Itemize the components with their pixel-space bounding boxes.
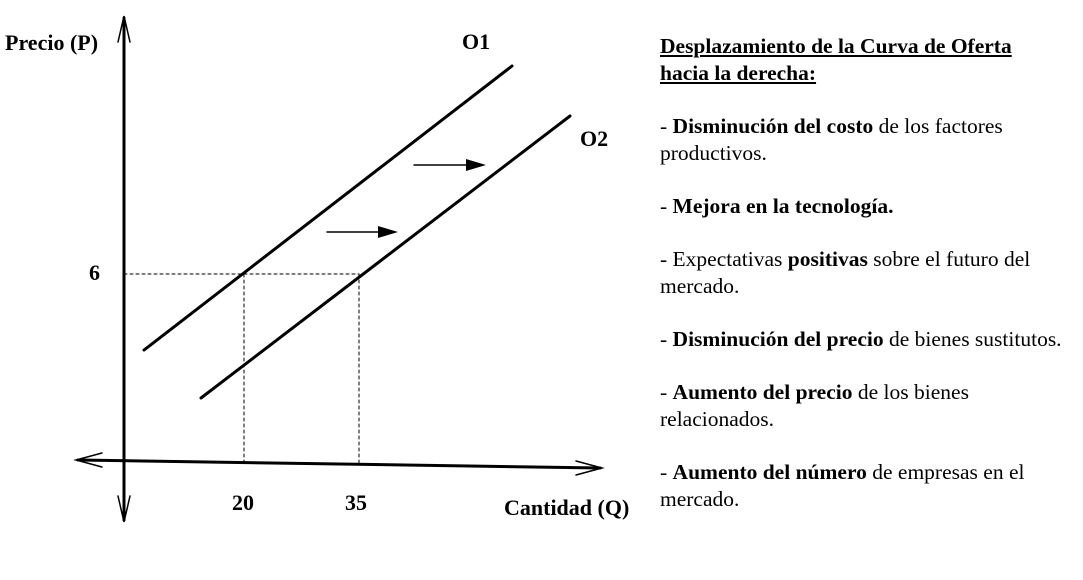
factor-bold: Disminución del costo xyxy=(672,114,874,138)
factor-prefix: - xyxy=(660,114,673,138)
factor-rest: de empresas en el mercado. xyxy=(660,460,1025,511)
y-axis-arrow-top xyxy=(117,15,131,43)
price-tick-label: 6 xyxy=(89,260,100,285)
x-axis-arrow-left xyxy=(73,452,103,468)
x-axis-arrow-right xyxy=(575,460,605,476)
x-axis xyxy=(76,458,602,470)
curve-label-o2: O2 xyxy=(580,126,609,151)
factor-item: - Aumento del número de empresas en el m… xyxy=(660,459,1080,513)
panel-title: Desplazamiento de la Curva de Oferta hac… xyxy=(660,33,1080,87)
factor-rest: sobre el futuro del mercado. xyxy=(660,247,1031,298)
factor-prefix: - xyxy=(660,327,673,351)
factor-prefix: - xyxy=(660,380,673,404)
supply-curve-o1 xyxy=(142,64,514,352)
panel-title-line-1: Desplazamiento de la Curva de Oferta xyxy=(660,34,1012,58)
factor-bold: Aumento del número xyxy=(672,460,867,484)
quantity-tick-label-20: 20 xyxy=(232,490,254,515)
factor-prefix: - Expectativas xyxy=(660,247,788,271)
factor-item: - Expectativas positivas sobre el futuro… xyxy=(660,246,1080,300)
factor-prefix: - xyxy=(660,460,673,484)
x-axis-label: Cantidad (Q) xyxy=(504,495,630,520)
supply-shift-diagram xyxy=(73,15,605,523)
supply-curve-o2 xyxy=(199,114,572,400)
shift-arrow-upper-head xyxy=(466,159,486,171)
factor-bold: Mejora en la tecnología. xyxy=(672,194,894,218)
factor-rest: de los bienes relacionados. xyxy=(660,380,969,431)
factor-item: - Disminución del precio de bienes susti… xyxy=(660,326,1080,353)
factor-item: - Disminución del costo de los factores … xyxy=(660,113,1080,167)
quantity-tick-label-35: 35 xyxy=(345,490,367,515)
factor-item: - Aumento del precio de los bienes relac… xyxy=(660,379,1080,433)
factor-bold: positivas xyxy=(787,247,868,271)
shift-factors-panel: Desplazamiento de la Curva de Oferta hac… xyxy=(660,33,1080,513)
curve-label-o1: O1 xyxy=(462,29,491,54)
factor-rest: de bienes sustitutos. xyxy=(883,327,1062,351)
y-axis-arrow-bottom xyxy=(117,495,131,523)
factor-rest: de los factores productivos. xyxy=(660,114,1003,165)
y-axis-label: Precio (P) xyxy=(5,30,99,55)
factor-prefix: - xyxy=(660,194,673,218)
shift-arrow-lower-head xyxy=(378,226,398,238)
factor-bold: Aumento del precio xyxy=(672,380,853,404)
panel-title-line-2: hacia la derecha: xyxy=(660,61,817,85)
factor-item: - Mejora en la tecnología. xyxy=(660,193,1080,220)
factor-bold: Disminución del precio xyxy=(672,327,884,351)
